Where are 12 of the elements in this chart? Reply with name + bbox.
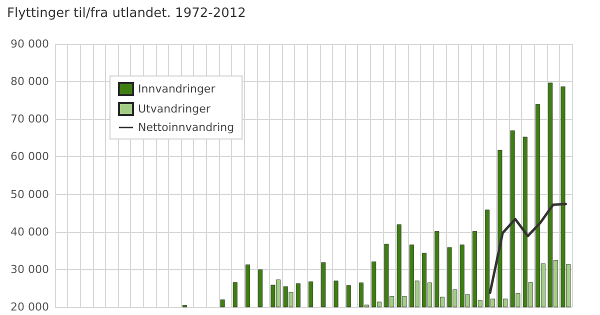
y-tick-label: 70 000 — [10, 112, 49, 126]
chart-title: Flyttinger til/fra utlandet. 1972-2012 — [7, 6, 246, 21]
y-tick-label: 20 000 — [10, 300, 49, 314]
legend-label: Nettoinnvandring — [138, 121, 234, 134]
y-tick-label: 90 000 — [10, 38, 49, 50]
y-tick-label: 50 000 — [10, 188, 49, 201]
y-tick-label: 30 000 — [10, 262, 49, 276]
y-tick-label: 80 000 — [10, 75, 49, 88]
legend-label: Innvandringer — [138, 82, 216, 96]
y-tick-label: 40 000 — [10, 225, 49, 238]
legend-label: Utvandringer — [138, 102, 211, 116]
y-tick-label: 60 000 — [10, 150, 49, 164]
